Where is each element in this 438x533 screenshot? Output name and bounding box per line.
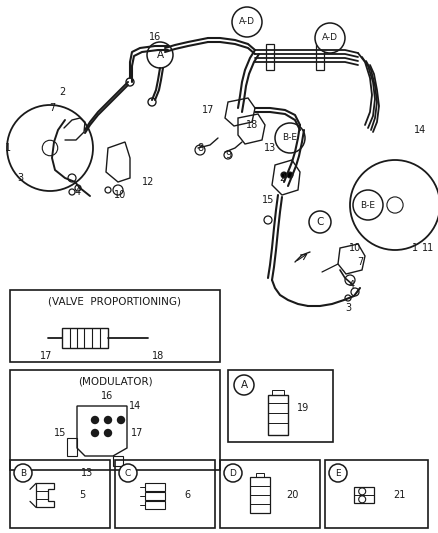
Circle shape: [309, 211, 331, 233]
Text: 11: 11: [422, 243, 434, 253]
Circle shape: [117, 416, 124, 424]
Circle shape: [148, 98, 156, 106]
Circle shape: [92, 416, 99, 424]
Text: 3: 3: [17, 173, 23, 183]
Text: 4: 4: [349, 280, 355, 290]
Text: 16: 16: [149, 32, 161, 42]
Text: D: D: [230, 469, 237, 478]
Circle shape: [92, 430, 99, 437]
Text: (MODULATOR): (MODULATOR): [78, 377, 152, 387]
Text: 13: 13: [264, 143, 276, 153]
Text: C: C: [125, 469, 131, 478]
Circle shape: [105, 416, 112, 424]
Circle shape: [281, 141, 289, 149]
Circle shape: [345, 295, 351, 301]
Text: 1: 1: [412, 243, 418, 253]
Text: 10: 10: [349, 243, 361, 253]
Circle shape: [287, 172, 293, 178]
Circle shape: [351, 288, 359, 296]
Text: A-D: A-D: [239, 18, 255, 27]
Text: 2: 2: [279, 173, 285, 183]
Text: 1: 1: [5, 143, 11, 153]
Text: (VALVE  PROPORTIONING): (VALVE PROPORTIONING): [49, 297, 181, 307]
Text: 18: 18: [152, 351, 164, 361]
Text: 15: 15: [54, 428, 66, 438]
Text: C: C: [316, 217, 324, 227]
Circle shape: [105, 187, 111, 193]
Text: 4: 4: [75, 187, 81, 197]
Text: 16: 16: [101, 391, 113, 401]
Text: 17: 17: [202, 105, 214, 115]
Text: 7: 7: [357, 257, 363, 267]
Circle shape: [264, 216, 272, 224]
Circle shape: [113, 185, 123, 195]
Circle shape: [14, 464, 32, 482]
Text: 14: 14: [129, 401, 141, 411]
Circle shape: [75, 185, 81, 191]
Text: 3: 3: [345, 303, 351, 313]
Text: 21: 21: [393, 490, 405, 500]
Text: 13: 13: [81, 468, 93, 478]
Text: 2: 2: [59, 87, 65, 97]
Text: A-D: A-D: [322, 34, 338, 43]
Circle shape: [195, 145, 205, 155]
Text: 7: 7: [49, 103, 55, 113]
Text: 17: 17: [40, 351, 52, 361]
Circle shape: [68, 174, 76, 182]
Circle shape: [232, 7, 262, 37]
Circle shape: [345, 275, 355, 285]
Text: 15: 15: [262, 195, 274, 205]
Text: A: A: [240, 380, 247, 390]
Text: 19: 19: [297, 403, 309, 413]
Text: A: A: [156, 50, 163, 60]
Circle shape: [119, 464, 137, 482]
Text: 9: 9: [225, 150, 231, 160]
Text: 14: 14: [414, 125, 426, 135]
Text: 20: 20: [286, 490, 298, 500]
Text: E: E: [335, 469, 341, 478]
Text: 8: 8: [197, 143, 203, 153]
Circle shape: [224, 464, 242, 482]
Circle shape: [224, 151, 232, 159]
Text: 6: 6: [184, 490, 190, 500]
Text: B-E: B-E: [283, 133, 297, 142]
Circle shape: [69, 189, 75, 195]
Circle shape: [353, 190, 383, 220]
Text: 5: 5: [79, 490, 85, 500]
Text: B-E: B-E: [360, 200, 375, 209]
Circle shape: [281, 172, 287, 178]
Circle shape: [126, 78, 134, 86]
Circle shape: [105, 430, 112, 437]
Circle shape: [275, 123, 305, 153]
Text: B: B: [20, 469, 26, 478]
Text: 18: 18: [246, 120, 258, 130]
Circle shape: [147, 42, 173, 68]
Circle shape: [234, 375, 254, 395]
Text: 17: 17: [131, 428, 143, 438]
Text: 12: 12: [142, 177, 154, 187]
Circle shape: [315, 23, 345, 53]
Text: 10: 10: [114, 190, 126, 200]
Circle shape: [329, 464, 347, 482]
